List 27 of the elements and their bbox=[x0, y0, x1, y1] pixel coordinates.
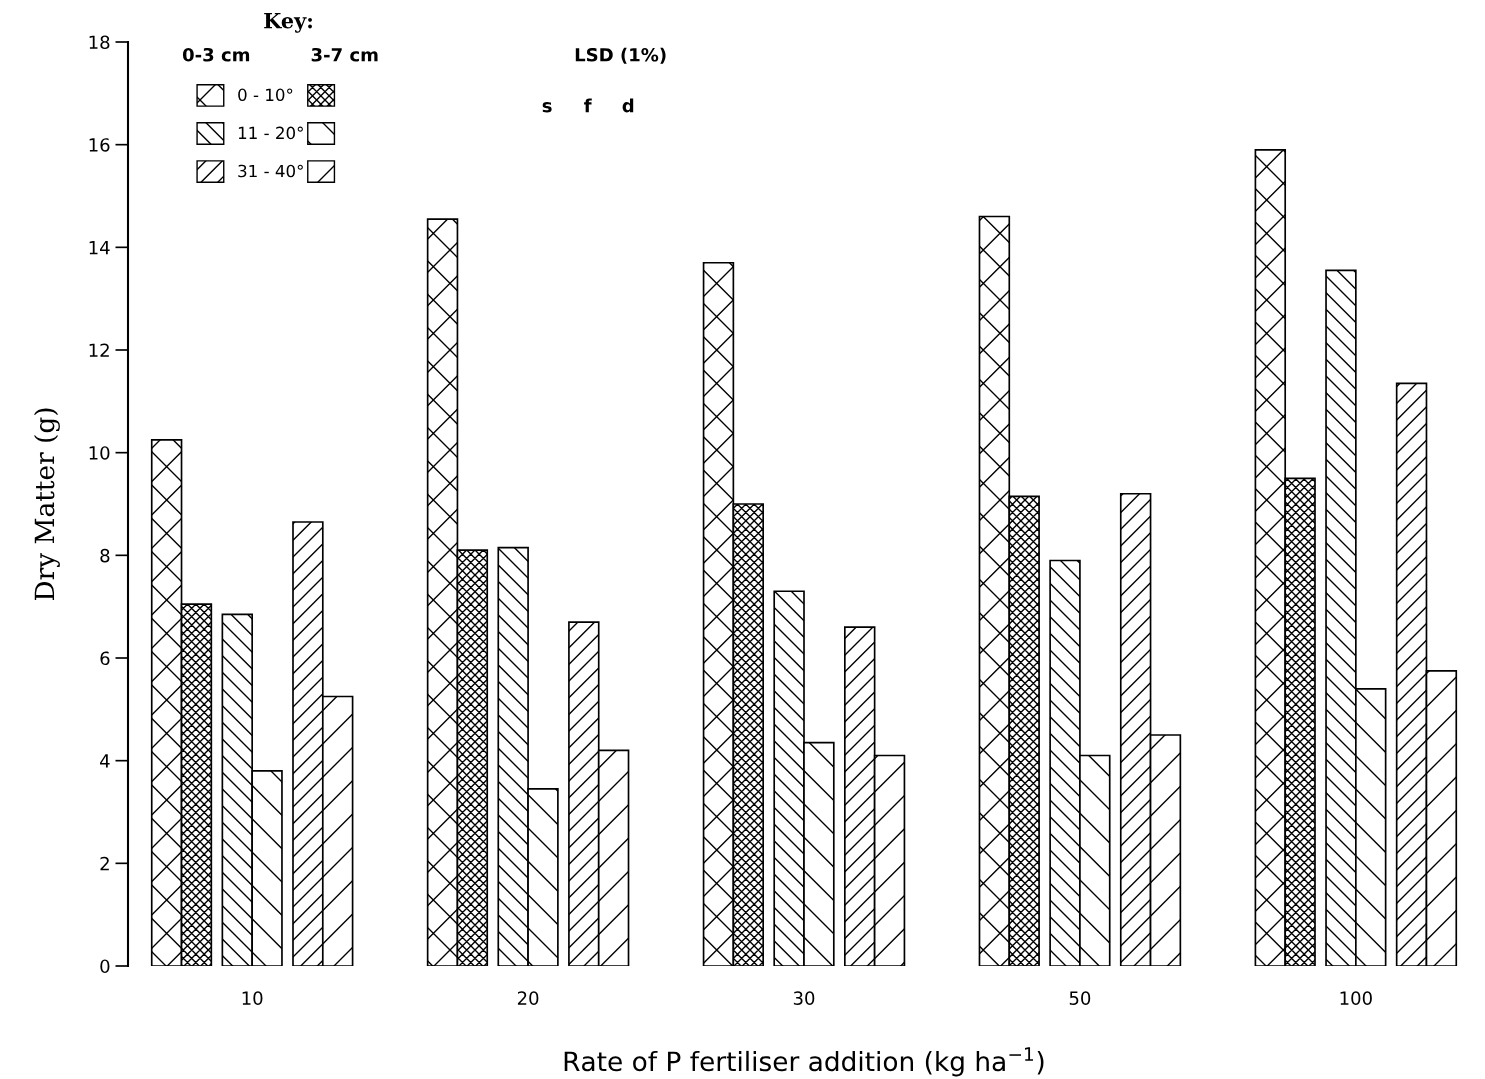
x-tick-label: 50 bbox=[1069, 991, 1091, 1005]
annotation: 0-3 cm bbox=[182, 47, 250, 62]
y-tick-label: 8 bbox=[100, 548, 110, 563]
x-axis-title: Rate of P fertiliser addition (kg ha$^{−1}$) bbox=[564, 1047, 1044, 1077]
y-tick-label: 18 bbox=[89, 35, 110, 50]
y-axis-title: Dry Matter (g) bbox=[33, 408, 60, 601]
y-tick-label: 14 bbox=[89, 241, 110, 255]
x-tick-label: 10 bbox=[242, 991, 263, 1005]
y-tick-label: 2 bbox=[100, 856, 109, 871]
y-tick-label: 16 bbox=[89, 138, 110, 152]
y-tick-label: 0 bbox=[100, 959, 110, 974]
annotation: d bbox=[622, 98, 634, 113]
y-tick-label: 12 bbox=[89, 343, 109, 357]
annotation: s bbox=[542, 102, 552, 113]
x-tick-label: 100 bbox=[1340, 991, 1372, 1005]
annotation: LSD (1%) bbox=[575, 47, 666, 64]
x-tick-label: 20 bbox=[517, 991, 539, 1005]
x-tick-label: 30 bbox=[793, 991, 815, 1005]
annotation: f bbox=[584, 98, 592, 113]
y-tick-label: 6 bbox=[100, 651, 110, 666]
legend-label: 0 - 10° bbox=[238, 88, 293, 102]
y-tick-label: 10 bbox=[89, 446, 110, 460]
annotation: 3-7 cm bbox=[311, 47, 378, 62]
legend-label: 31 - 40° bbox=[238, 164, 303, 178]
y-tick-label: 4 bbox=[100, 754, 110, 768]
legend-label: 11 - 20° bbox=[238, 126, 303, 140]
legend-title: Key: bbox=[264, 12, 312, 33]
